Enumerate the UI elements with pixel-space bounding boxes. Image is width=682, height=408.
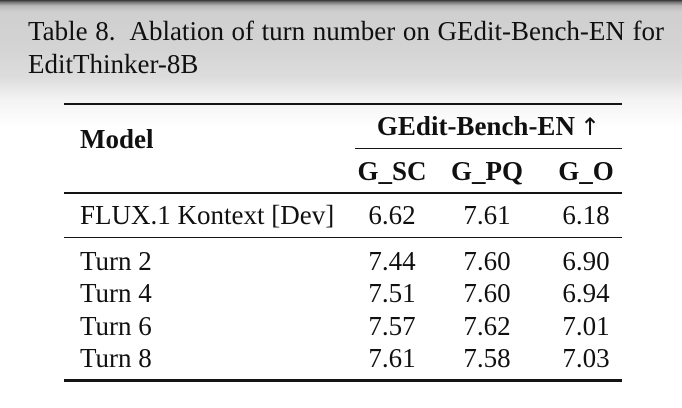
model-column-header: Model bbox=[80, 124, 154, 154]
group-header-label: GEdit-Bench-EN bbox=[376, 111, 575, 141]
table-top-rule bbox=[64, 103, 622, 106]
model-name-cell: Turn 2 bbox=[80, 246, 152, 276]
metric-value-cell: 7.60 bbox=[463, 246, 511, 276]
col-header-g-sc: G_SC bbox=[357, 156, 427, 186]
metric-value-cell: 7.61 bbox=[463, 200, 511, 230]
model-name-cell: Turn 6 bbox=[80, 311, 152, 341]
metric-value-cell: 7.57 bbox=[368, 311, 416, 341]
model-name-cell: Turn 8 bbox=[80, 343, 152, 373]
metric-value-cell: 6.18 bbox=[562, 200, 610, 230]
table-row: Turn 6 7.57 7.62 7.01 bbox=[64, 313, 622, 340]
caption-label: Table 8. bbox=[28, 16, 116, 46]
metric-value-cell: 6.94 bbox=[562, 278, 610, 308]
caption-line-2: EditThinker-8B bbox=[28, 49, 199, 79]
table-row: Turn 8 7.61 7.58 7.03 bbox=[64, 345, 622, 372]
group-column-header: GEdit-Bench-EN ↑ bbox=[355, 113, 622, 141]
table-row: Turn 4 7.51 7.60 6.94 bbox=[64, 280, 622, 307]
up-arrow-icon: ↑ bbox=[579, 113, 601, 141]
metric-value-cell: 6.62 bbox=[368, 200, 416, 230]
model-name-cell: FLUX.1 Kontext [Dev] bbox=[80, 200, 335, 230]
metric-value-cell: 7.51 bbox=[368, 278, 416, 308]
group-header-underline-rule bbox=[355, 147, 622, 149]
metric-value-cell: 6.90 bbox=[562, 246, 610, 276]
model-name-cell: Turn 4 bbox=[80, 278, 152, 308]
table-row: Turn 2 7.44 7.60 6.90 bbox=[64, 248, 622, 275]
metric-value-cell: 7.44 bbox=[368, 246, 416, 276]
metric-value-cell: 7.61 bbox=[368, 343, 416, 373]
table-row: FLUX.1 Kontext [Dev] 6.62 7.61 6.18 bbox=[64, 202, 622, 229]
metric-value-cell: 7.60 bbox=[463, 278, 511, 308]
metric-value-cell: 7.01 bbox=[562, 311, 610, 341]
body-separator-rule bbox=[64, 236, 622, 239]
caption-text: Ablation of turn number on GEdit-Bench-E… bbox=[129, 16, 665, 46]
metric-value-cell: 7.58 bbox=[463, 343, 511, 373]
header-separator-rule bbox=[64, 192, 622, 194]
caption-line-1: Table 8. Ablation of turn number on GEdit… bbox=[28, 15, 664, 48]
col-header-g-o: G_O bbox=[558, 156, 614, 186]
metric-value-cell: 7.62 bbox=[463, 311, 511, 341]
table-bottom-rule bbox=[64, 379, 622, 382]
col-header-g-pq: G_PQ bbox=[451, 156, 523, 186]
metric-value-cell: 7.03 bbox=[562, 343, 610, 373]
results-table: Model GEdit-Bench-EN ↑ G_SC G_PQ G_O FLUX… bbox=[64, 0, 622, 408]
table-caption: Table 8. Ablation of turn number on GEdit… bbox=[28, 15, 664, 81]
